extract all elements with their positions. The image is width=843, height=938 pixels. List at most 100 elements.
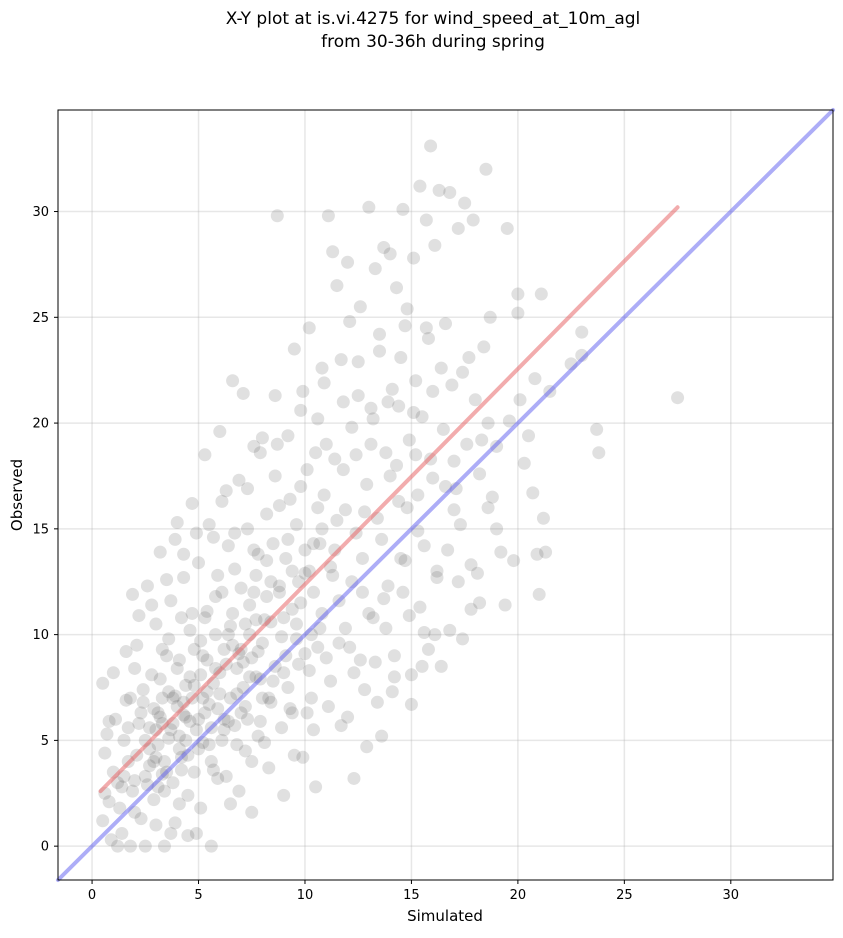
- data-point: [456, 365, 470, 379]
- data-point: [351, 355, 365, 369]
- data-point: [539, 545, 553, 559]
- data-point: [311, 501, 325, 515]
- data-point: [209, 628, 223, 642]
- data-point: [134, 812, 148, 826]
- data-point: [164, 594, 178, 608]
- data-point: [251, 645, 265, 659]
- data-point: [336, 463, 350, 477]
- data-point: [230, 738, 244, 752]
- data-point: [245, 755, 259, 769]
- data-point: [275, 630, 289, 644]
- data-point: [189, 826, 203, 840]
- data-point: [309, 446, 323, 460]
- data-point: [172, 797, 186, 811]
- data-point: [179, 710, 193, 724]
- x-tick-label: 5: [194, 888, 202, 903]
- data-point: [394, 351, 408, 364]
- data-point: [500, 221, 514, 235]
- data-point: [149, 750, 163, 764]
- data-point: [177, 547, 191, 561]
- data-point: [206, 763, 220, 777]
- data-point: [166, 776, 180, 790]
- data-point: [96, 676, 110, 690]
- data-point: [157, 839, 171, 853]
- y-tick-label: 15: [32, 522, 49, 537]
- x-tick-label: 30: [723, 888, 740, 903]
- data-point: [240, 522, 254, 536]
- data-point: [306, 585, 320, 599]
- data-point: [447, 503, 461, 517]
- data-point: [421, 331, 435, 345]
- data-point: [428, 628, 442, 642]
- data-point: [458, 196, 472, 210]
- data-point: [187, 765, 201, 779]
- chart-title-line-2: from 30-36h during spring: [321, 32, 545, 52]
- data-point: [453, 518, 467, 532]
- data-point: [202, 697, 216, 711]
- data-point: [147, 755, 161, 769]
- data-point: [364, 437, 378, 451]
- data-point: [251, 729, 265, 743]
- data-point: [258, 736, 272, 749]
- data-point: [390, 458, 404, 472]
- data-point: [402, 433, 416, 447]
- data-point: [392, 399, 406, 413]
- data-point: [198, 706, 212, 720]
- data-point: [473, 596, 487, 610]
- data-point: [400, 501, 414, 515]
- data-point: [177, 571, 191, 584]
- data-point: [341, 710, 355, 724]
- data-point: [183, 714, 197, 728]
- data-point: [228, 526, 242, 540]
- data-point: [528, 372, 542, 386]
- data-point: [466, 213, 480, 227]
- data-point: [119, 645, 133, 659]
- data-point: [387, 649, 401, 663]
- data-point: [213, 425, 227, 439]
- data-point: [204, 755, 218, 769]
- data-point: [266, 537, 280, 551]
- data-point: [172, 742, 186, 756]
- data-point: [451, 221, 465, 235]
- data-point: [189, 723, 203, 737]
- data-point: [321, 700, 335, 714]
- data-point: [415, 410, 429, 424]
- reference-lines: [56, 108, 835, 882]
- data-point: [262, 761, 276, 775]
- data-point: [338, 621, 352, 635]
- data-point: [219, 484, 233, 498]
- data-point: [228, 562, 242, 576]
- data-point: [247, 543, 261, 557]
- data-point: [377, 592, 391, 606]
- data-point: [96, 814, 110, 828]
- data-point: [251, 547, 265, 561]
- data-point: [255, 691, 269, 705]
- data-point: [298, 543, 312, 557]
- data-point: [464, 602, 478, 616]
- data-point: [211, 771, 225, 785]
- data-point: [194, 801, 208, 815]
- data-point: [198, 448, 212, 462]
- data-point: [174, 763, 188, 777]
- data-point: [368, 655, 382, 669]
- data-point: [481, 416, 495, 430]
- y-tick-label: 20: [32, 417, 49, 432]
- plot-area-frame: [57, 109, 834, 881]
- data-point: [183, 623, 197, 637]
- data-point: [402, 609, 416, 623]
- data-point: [157, 755, 171, 769]
- data-point: [306, 723, 320, 737]
- data-point: [415, 659, 429, 673]
- data-point: [590, 422, 604, 436]
- data-point: [249, 568, 263, 582]
- data-point: [315, 361, 329, 375]
- data-point: [522, 429, 536, 443]
- data-point: [281, 532, 295, 546]
- data-point: [179, 678, 193, 692]
- data-point: [126, 587, 140, 601]
- data-point: [360, 477, 374, 491]
- grid-lines: [58, 110, 833, 880]
- data-point: [185, 496, 199, 510]
- data-point: [215, 494, 229, 508]
